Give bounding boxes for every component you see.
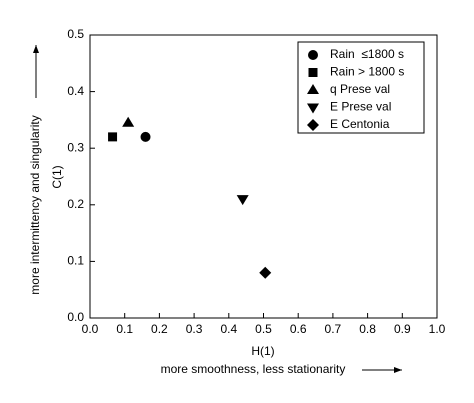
x-tick-label: 0.4: [220, 322, 237, 336]
scatter-point: [122, 116, 135, 127]
legend-label: Rain > 1800 s: [330, 65, 404, 79]
legend-box: [297, 41, 425, 134]
scatter-point: [140, 131, 151, 142]
x-tick-label: 1.0: [429, 322, 446, 336]
legend-marker: [307, 119, 319, 131]
x-axis-label: H(1): [251, 344, 274, 358]
scatter-point: [108, 132, 118, 142]
legend-label: q Prese val: [330, 82, 390, 96]
scatter-point: [259, 266, 272, 279]
x-tick-label: 0.1: [116, 322, 133, 336]
x-tick-label: 0.5: [255, 322, 272, 336]
legend-marker: [307, 103, 319, 114]
legend-marker: [308, 68, 318, 77]
y-tick-label: 0.3: [67, 140, 84, 154]
x-tick-label: 0.6: [290, 322, 307, 336]
legend-label: E Centonia: [330, 117, 390, 131]
y-tick-label: 0.5: [67, 27, 84, 41]
x-tick-label: 0.0: [82, 322, 99, 336]
y-axis-note: more intermittency and singularity: [28, 115, 42, 294]
x-tick-label: 0.8: [359, 322, 376, 336]
x-tick-label: 0.2: [151, 322, 168, 336]
y-tick-label: 0.2: [67, 197, 84, 211]
legend-marker: [307, 84, 319, 94]
x-tick-label: 0.7: [325, 322, 342, 336]
legend-label: E Prese val: [330, 100, 391, 114]
x-tick-label: 0.3: [186, 322, 203, 336]
x-tick-label: 0.9: [394, 322, 411, 336]
legend-marker: [308, 50, 318, 60]
y-axis-label: C(1): [50, 165, 64, 188]
y-tick-label: 0.0: [67, 310, 84, 324]
y-tick-label: 0.4: [67, 84, 84, 98]
x-axis-note: more smoothness, less stationarity: [161, 362, 346, 376]
legend-label: Rain ≤1800 s: [330, 47, 404, 61]
y-tick-label: 0.1: [67, 254, 84, 268]
scatter-point: [236, 195, 249, 206]
